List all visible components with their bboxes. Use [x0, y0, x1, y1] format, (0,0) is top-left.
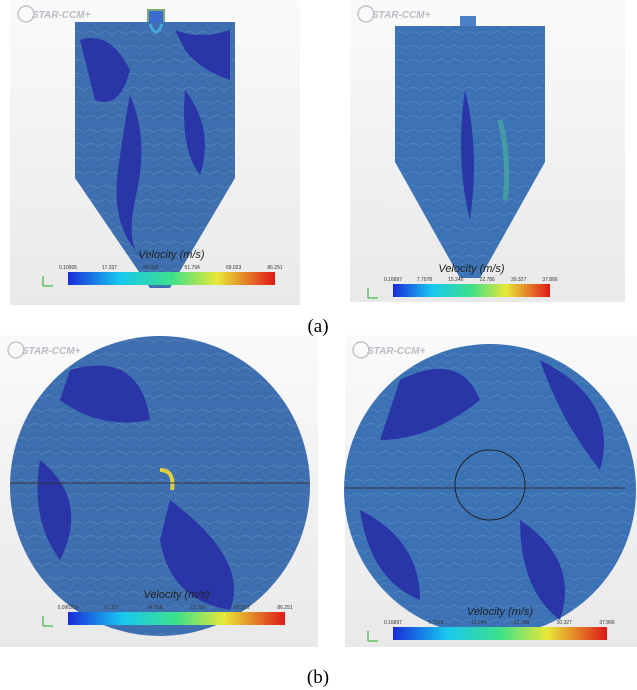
colorbar [68, 272, 275, 285]
logo: STAR-CCM+ [32, 10, 91, 21]
axis-triad [367, 631, 378, 642]
colorbar-tick: 86.251 [267, 265, 283, 271]
colorbar [393, 284, 550, 297]
colorbar-tick: 51.794 [185, 265, 201, 271]
colorbar-tick: 22.788 [514, 620, 530, 626]
colorbar-tick: 0.096259 [58, 605, 79, 611]
cyclone-section [395, 16, 545, 278]
colorbar-tick: 69.023 [226, 265, 242, 271]
colorbar-tick: 17.327 [104, 605, 120, 611]
logo-icon [7, 341, 25, 359]
colorbar [393, 627, 607, 640]
colorbar-title: Velocity (m/s) [143, 589, 210, 601]
colorbar-tick: 51.789 [191, 605, 207, 611]
axis-triad [42, 276, 53, 287]
colorbar-title: Velocity (m/s) [138, 249, 205, 261]
cyclone-section [75, 9, 235, 288]
logo: STAR-CCM+ [367, 346, 426, 357]
cross-section [344, 344, 636, 636]
colorbar-tick: 86.251 [277, 605, 293, 611]
axis-triad [42, 616, 53, 627]
colorbar-tick: 34.565 [143, 265, 159, 271]
colorbar [68, 612, 285, 625]
cross-section [10, 336, 310, 636]
caption: (a) [307, 316, 328, 337]
caption: (b) [307, 667, 329, 688]
colorbar-tick: 15.244 [471, 620, 487, 626]
colorbar-tick: 34.558 [147, 605, 163, 611]
colorbar-tick: 0.16897 [384, 620, 402, 626]
logo: STAR-CCM+ [22, 346, 81, 357]
colorbar-tick: 0.16897 [384, 277, 402, 283]
logo: STAR-CCM+ [372, 10, 431, 21]
colorbar-title: Velocity (m/s) [438, 263, 505, 275]
colorbar-tick: 37.866 [542, 277, 558, 283]
colorbar-tick: 30.327 [557, 620, 573, 626]
logo-icon [17, 5, 35, 23]
colorbar-title: Velocity (m/s) [467, 606, 534, 618]
colorbar-tick: 17.337 [102, 265, 118, 271]
colorbar-tick: 7.7078 [428, 620, 444, 626]
colorbar-tick: 37.866 [599, 620, 615, 626]
colorbar-tick: 7.7078 [417, 277, 433, 283]
logo-icon [357, 5, 375, 23]
colorbar-tick: 30.327 [511, 277, 527, 283]
colorbar-tick: 22.786 [480, 277, 496, 283]
axis-triad [367, 288, 378, 299]
colorbar-tick: 0.10905 [59, 265, 77, 271]
logo-icon [352, 341, 370, 359]
colorbar-tick: 15.246 [448, 277, 464, 283]
colorbar-tick: 69.020 [234, 605, 250, 611]
